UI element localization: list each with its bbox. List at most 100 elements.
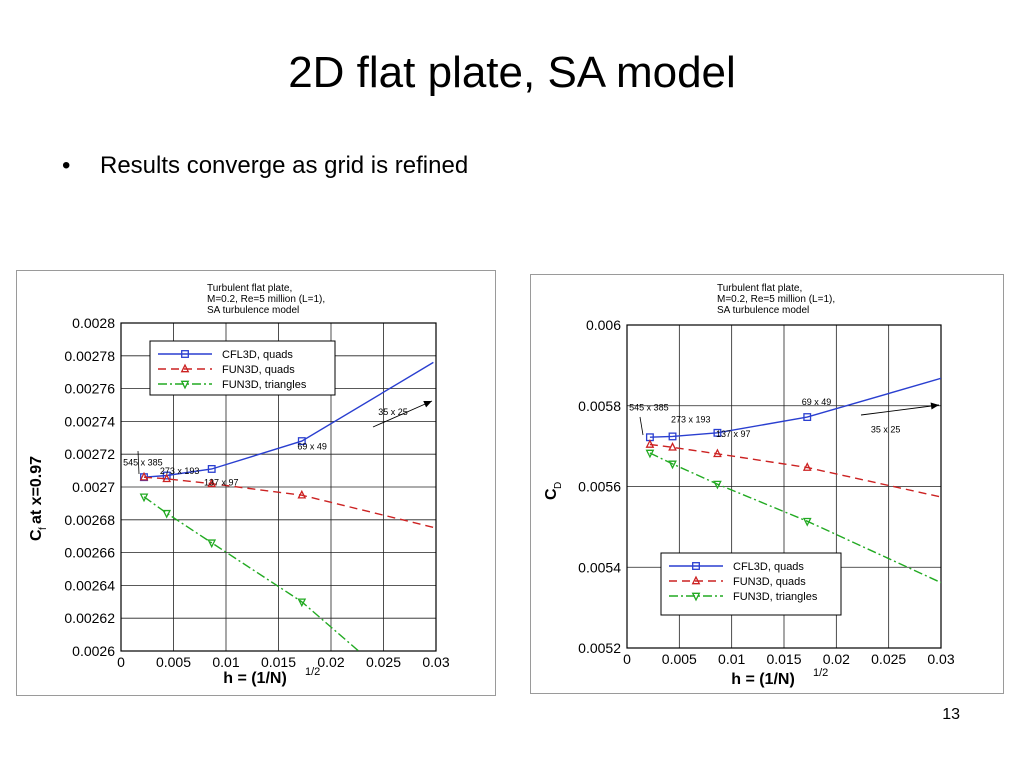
data-point <box>162 471 171 480</box>
x-tick-label: 0.015 <box>766 651 801 667</box>
data-point <box>207 539 217 549</box>
cd-chart: 0 0.005 0.01 0.015 0.02 0.025 0.03 0.0052 0.0054… <box>530 274 1004 694</box>
data-point <box>162 473 172 483</box>
slide-title: 2D flat plate, SA model <box>288 48 736 97</box>
legend-box <box>149 340 336 396</box>
legend-box <box>660 552 842 616</box>
chart-subtitle-line: M=0.2, Re=5 million (L=1), <box>717 294 835 305</box>
grid-size-annotation: 137 x 97 <box>204 477 239 487</box>
y-tick-label: 0.00274 <box>64 413 115 429</box>
grid-size-annotation: 137 x 97 <box>716 429 751 439</box>
legend-swatch-marker <box>180 363 190 373</box>
annotation-arrowhead <box>423 401 432 408</box>
y-tick-label: 0.00272 <box>64 446 115 462</box>
x-tick-label: 0.005 <box>662 651 697 667</box>
x-tick-label: 0 <box>623 651 631 667</box>
y-axis-label-symbol: C <box>543 488 560 500</box>
plot-frame <box>626 324 942 649</box>
series-line <box>143 496 360 651</box>
data-point <box>207 465 216 473</box>
x-axis-label: h = (1/N) <box>223 670 287 687</box>
y-tick-label: 0.0026 <box>72 643 115 659</box>
cf-chart: 0 0.005 0.01 0.015 0.02 0.025 0.03 0.0026 0.0026… <box>16 270 496 696</box>
x-tick-label: 0.03 <box>422 654 449 670</box>
y-axis-label: CD <box>543 482 564 500</box>
y-tick-label: 0.00264 <box>64 577 115 593</box>
legend-swatch-marker <box>692 562 700 570</box>
legend-swatch-marker <box>181 350 189 358</box>
grid-size-annotation: 545 x 385 <box>123 458 163 468</box>
data-point <box>668 441 677 451</box>
y-axis-label: Cf at x=0.97 <box>28 456 49 541</box>
chart-subtitle-line: SA turbulence model <box>207 305 299 316</box>
y-axis-label-rest: at x=0.97 <box>28 456 45 524</box>
y-tick-label: 0.00278 <box>64 348 115 364</box>
chart-title: Turbulent flat plate, <box>207 283 292 294</box>
y-axis-label-subscript: f <box>38 527 49 530</box>
x-axis-label: h = (1/N) <box>731 671 795 688</box>
data-point <box>668 432 677 441</box>
grid-size-annotation: 35 x 25 <box>871 424 901 434</box>
y-tick-label: 0.00266 <box>64 545 115 561</box>
data-point <box>668 460 677 470</box>
chart-legend: CFL3D, quads FUN3D, quads FUN3D, triangles <box>660 552 842 616</box>
grid-size-annotation: 273 x 193 <box>671 415 711 425</box>
series-line <box>649 377 941 438</box>
x-tick-label: 0.03 <box>927 651 954 667</box>
y-tick-label: 0.0052 <box>578 640 621 656</box>
x-tick-label: 0.02 <box>823 651 850 667</box>
annotation-arrow-line <box>860 404 940 416</box>
grid-size-annotation: 69 x 49 <box>802 397 832 407</box>
grid-size-annotation: 545 x 385 <box>629 403 669 413</box>
y-tick-label: 0.0056 <box>578 479 621 495</box>
legend-label: FUN3D, quads <box>733 576 806 588</box>
legend-swatch-marker <box>691 592 701 602</box>
legend-swatch-marker <box>691 575 701 585</box>
x-tick-label: 0.01 <box>718 651 745 667</box>
x-tick-label: 0.015 <box>261 654 296 670</box>
series-line <box>649 443 941 498</box>
data-point <box>139 471 149 481</box>
data-point <box>713 448 722 458</box>
x-tick-label: 0.01 <box>212 654 239 670</box>
grid-size-annotation: 35 x 25 <box>378 407 408 417</box>
annotation-leader-line <box>137 450 140 475</box>
grid-size-annotation: 273 x 193 <box>160 466 200 476</box>
legend-label: FUN3D, triangles <box>222 379 307 391</box>
data-point <box>713 480 722 490</box>
chart-title: Turbulent flat plate, <box>717 283 802 294</box>
y-tick-label: 0.0054 <box>578 559 621 575</box>
legend-label: CFL3D, quads <box>733 561 804 573</box>
data-point <box>207 478 217 488</box>
grid-size-annotation: 69 x 49 <box>297 441 327 451</box>
annotation-arrow-line <box>372 400 433 428</box>
series-line <box>143 476 436 529</box>
bullet-marker: • <box>62 152 71 179</box>
chart-subtitle-line: SA turbulence model <box>717 305 809 316</box>
bullet-item: • Results converge as grid is refined <box>62 152 468 180</box>
legend-label: FUN3D, triangles <box>733 591 818 603</box>
x-axis-label-superscript: 1/2 <box>813 667 828 679</box>
plot-frame <box>120 322 437 652</box>
chart-legend: CFL3D, quads FUN3D, quads FUN3D, triangles <box>149 340 336 396</box>
bullet-text: Results converge as grid is refined <box>100 152 469 179</box>
page-number: 13 <box>942 706 960 723</box>
data-point <box>139 493 149 503</box>
legend-swatch-marker <box>180 380 190 390</box>
legend-label: FUN3D, quads <box>222 364 295 376</box>
y-tick-label: 0.00262 <box>64 610 115 626</box>
y-tick-label: 0.00268 <box>64 512 115 528</box>
data-point <box>645 449 655 459</box>
x-axis-label-superscript: 1/2 <box>305 666 320 678</box>
y-tick-label: 0.0028 <box>72 315 115 331</box>
annotation-arrowhead <box>930 402 939 410</box>
cd-chart-svg: 0 0.005 0.01 0.015 0.02 0.025 0.03 0.0052 0.0054… <box>543 283 955 688</box>
data-point <box>645 439 655 448</box>
cf-chart-svg: 0 0.005 0.01 0.015 0.02 0.025 0.03 0.0026 0.0026… <box>28 283 450 687</box>
data-point <box>802 517 812 527</box>
y-tick-label: 0.0058 <box>578 398 621 414</box>
data-point <box>162 509 172 519</box>
x-tick-label: 0.005 <box>156 654 191 670</box>
x-tick-label: 0 <box>117 654 125 670</box>
x-tick-label: 0.025 <box>871 651 906 667</box>
